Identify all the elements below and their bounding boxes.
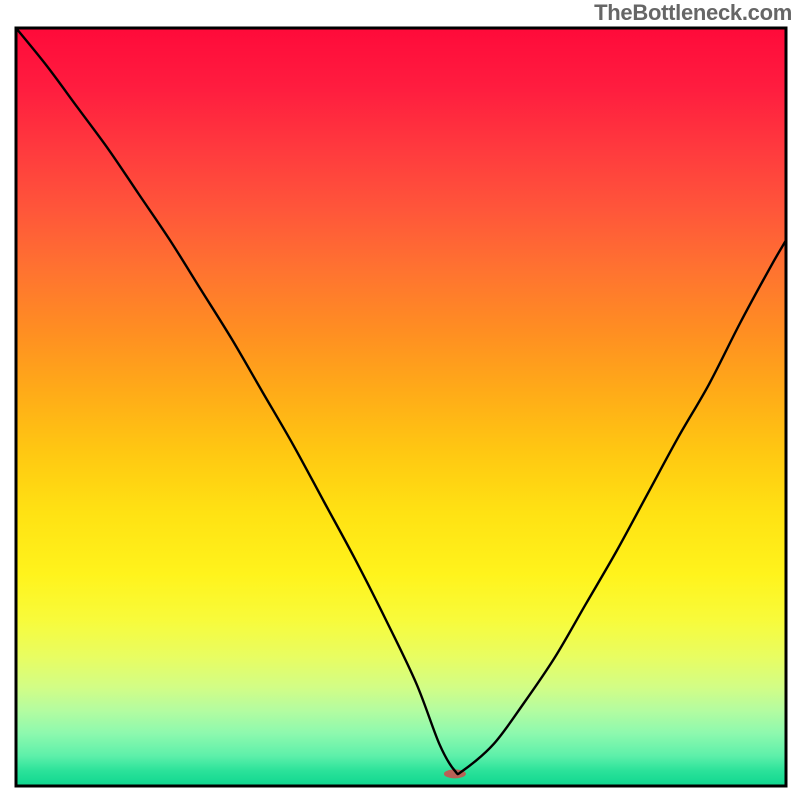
bottleneck-chart — [0, 0, 800, 800]
watermark-text: TheBottleneck.com — [594, 0, 792, 26]
chart-background — [16, 28, 786, 786]
chart-svg — [0, 0, 800, 800]
